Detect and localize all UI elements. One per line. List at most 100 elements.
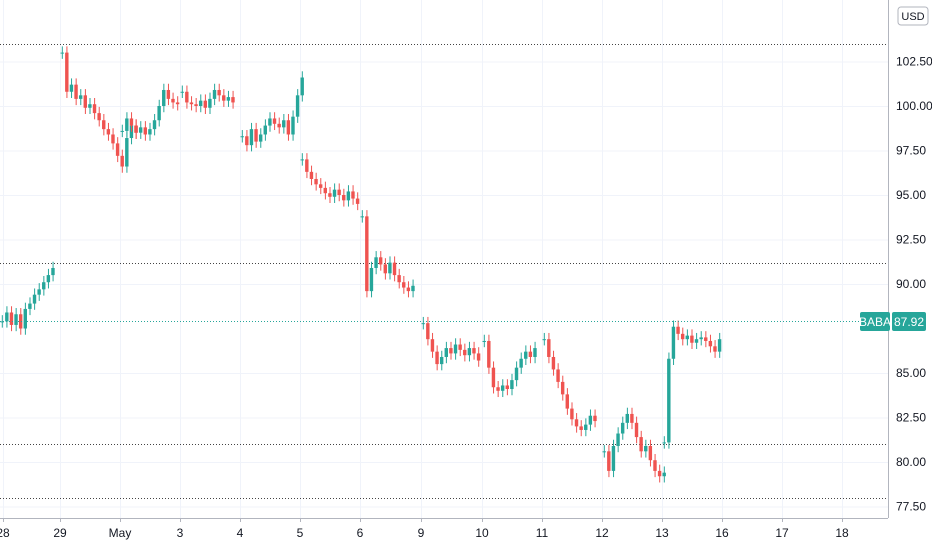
candle-body: [505, 385, 509, 390]
currency-button[interactable]: USD: [897, 6, 929, 26]
candle-body: [611, 445, 616, 471]
candle-body: [383, 264, 387, 274]
candle-body: [634, 422, 639, 438]
candle-body: [83, 95, 87, 108]
candle-body: [282, 120, 286, 128]
time-tick-label: 11: [536, 526, 549, 540]
candle-body: [374, 257, 378, 268]
candle-body: [676, 326, 680, 334]
candle-body: [560, 381, 565, 395]
candle-body: [106, 129, 111, 135]
candle-body: [231, 97, 235, 103]
candle-body: [487, 340, 491, 368]
candle-body: [78, 95, 83, 99]
candle-body: [421, 323, 425, 325]
candle-body: [166, 89, 171, 99]
symbol-badge-box: [860, 312, 890, 331]
candle-body: [300, 159, 304, 161]
time-tick-label: 10: [475, 526, 489, 540]
time-tick-label: 5: [297, 526, 304, 540]
candle-body: [579, 426, 583, 430]
candle-body: [616, 433, 620, 446]
candle-body: [453, 344, 458, 354]
candle-body: [323, 187, 327, 194]
candle-body: [212, 89, 217, 99]
candle-body: [662, 472, 666, 477]
candle-body: [346, 191, 351, 201]
symbol-label: BABA: [859, 315, 891, 329]
candle-body: [528, 351, 533, 357]
candle-body: [291, 116, 295, 135]
candle-body: [426, 323, 430, 340]
price-axis-labels[interactable]: 102.50 100.00 97.50 95.00 92.50 90.00 85.00 82.…: [896, 55, 932, 514]
candle-body: [208, 98, 212, 108]
candle-body: [690, 335, 694, 343]
candle-body: [286, 120, 291, 135]
candle-body: [378, 257, 383, 265]
candle-body: [300, 77, 304, 96]
candle-body: [570, 408, 574, 420]
price-tick-label: 97.50: [896, 144, 926, 158]
candle-body: [337, 189, 341, 195]
candle-body: [102, 120, 106, 130]
candle-body: [9, 312, 14, 325]
candle-body: [120, 155, 124, 167]
candle-body: [111, 134, 115, 144]
candle-body: [662, 442, 666, 444]
candle-body: [584, 424, 588, 430]
candle-body: [510, 380, 514, 390]
candle-body: [644, 445, 648, 452]
candle-body: [263, 125, 267, 135]
candle-body: [620, 422, 625, 434]
candle-body: [496, 387, 500, 391]
candle-body: [157, 106, 161, 121]
candle-body: [171, 98, 175, 103]
candle-body: [602, 451, 606, 453]
candle-body: [351, 191, 355, 199]
time-axis-labels[interactable]: 28 29 May 3 4 5 6 9 10 11 12 13 16 17 18: [0, 518, 849, 540]
price-tick-label: 92.50: [896, 233, 926, 247]
candle-body: [328, 193, 332, 197]
candle-body: [397, 275, 401, 283]
candle-body: [355, 198, 360, 204]
last-price-label: 87.92: [894, 315, 924, 329]
candle-body: [69, 84, 74, 92]
price-tick-label: 95.00: [896, 188, 926, 202]
candle-body: [32, 294, 37, 304]
time-tick-label: 9: [418, 526, 425, 540]
time-tick-label: 16: [715, 526, 729, 540]
candle-body: [222, 95, 226, 101]
price-tick-label: 102.50: [896, 55, 932, 69]
price-tick-label: 77.50: [896, 500, 926, 514]
price-tick-label: 80.00: [896, 455, 926, 469]
time-tick-label: 28: [0, 526, 10, 540]
candle-body: [607, 451, 611, 471]
time-tick-label: 12: [595, 526, 609, 540]
candle-body: [392, 262, 397, 276]
candle-body: [314, 178, 318, 185]
candle-body: [42, 282, 46, 290]
time-tick-label: 6: [357, 526, 364, 540]
time-tick-label: 13: [655, 526, 669, 540]
candle-body: [713, 346, 717, 352]
candle-body: [295, 95, 300, 117]
candle-body: [185, 91, 189, 103]
candle-body: [309, 171, 314, 179]
candle-body: [388, 262, 392, 274]
candle-body: [88, 104, 92, 108]
symbol-badge[interactable]: BABA: [859, 312, 891, 331]
currency-button-box: [897, 6, 929, 26]
candle-body: [717, 339, 722, 352]
candle-body: [28, 303, 32, 309]
candle-body: [524, 351, 528, 359]
candle-body: [342, 195, 346, 201]
candle-body: [500, 385, 505, 391]
price-tick-label: 90.00: [896, 277, 926, 291]
candle-body: [332, 189, 337, 197]
candle-body: [694, 339, 699, 343]
candle-body: [97, 113, 101, 121]
candle-body: [639, 437, 643, 452]
candle-body: [439, 356, 444, 365]
